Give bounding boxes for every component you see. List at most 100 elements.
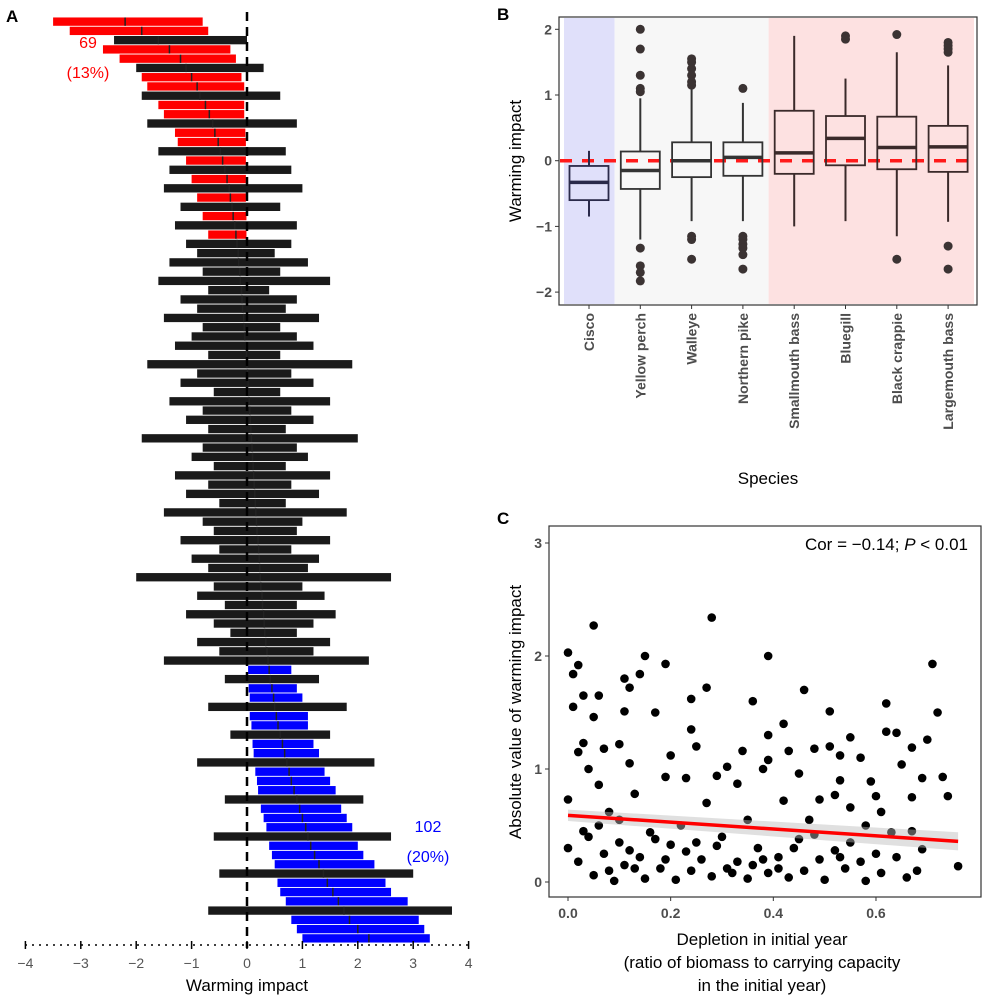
lake-interval <box>269 841 358 850</box>
x-tick-label: 0.4 <box>764 905 784 921</box>
outlier-point <box>687 64 697 74</box>
data-point <box>579 738 588 748</box>
data-point <box>620 707 629 716</box>
outlier-point <box>635 261 645 271</box>
data-point <box>579 826 588 836</box>
lake-interval <box>208 906 452 915</box>
species-label: Cisco <box>581 313 597 351</box>
lake-interval <box>180 202 281 211</box>
x-axis-title-line-3: in the initial year) <box>698 976 827 995</box>
data-point <box>650 708 660 717</box>
data-point <box>686 866 696 875</box>
outlier-point <box>943 47 953 57</box>
lake-interval <box>224 600 297 610</box>
data-point <box>645 827 655 837</box>
data-point <box>923 735 932 744</box>
data-point <box>604 866 614 875</box>
data-point <box>835 751 845 760</box>
species-label: Smallmouth bass <box>786 313 802 429</box>
lake-interval <box>213 526 297 536</box>
x-tick-label: 0.0 <box>558 905 578 921</box>
y-tick-label: 2 <box>534 648 542 664</box>
lake-interval <box>158 147 286 156</box>
data-point <box>784 873 794 882</box>
data-point <box>810 744 819 753</box>
lake-interval <box>186 156 246 165</box>
lake-interval <box>191 452 308 462</box>
lake-interval <box>202 211 247 221</box>
data-point <box>804 815 814 825</box>
outlier-point <box>841 34 850 44</box>
negative-pct-label: (13%) <box>67 65 110 82</box>
x-axis-title: Species <box>738 469 798 488</box>
x-tick-label: 4 <box>465 955 473 971</box>
outlier-point <box>892 30 902 40</box>
lake-interval <box>224 674 320 684</box>
lake-interval <box>296 924 425 934</box>
data-point <box>938 772 948 782</box>
data-point <box>661 659 670 669</box>
outlier-point <box>738 83 748 93</box>
data-point <box>630 864 640 873</box>
lake-interval <box>202 517 303 526</box>
data-point <box>594 821 604 830</box>
lake-interval <box>197 193 246 202</box>
lake-interval <box>213 582 303 591</box>
data-point <box>584 832 593 842</box>
data-point <box>620 674 629 683</box>
data-point <box>650 834 660 844</box>
data-point <box>799 685 809 695</box>
lake-interval <box>213 832 392 841</box>
lake-interval <box>285 897 408 906</box>
data-point <box>568 702 578 712</box>
y-tick-label: −2 <box>536 284 552 300</box>
outlier-point <box>635 70 645 80</box>
data-point <box>573 660 583 670</box>
lake-interval <box>202 267 281 276</box>
lake-interval <box>180 295 297 304</box>
boxplot-northern-pike <box>722 83 764 274</box>
data-point <box>640 874 650 883</box>
lake-interval <box>174 471 331 480</box>
panel-a: A −4 −3 −2 −1 0 1 2 3 4 Warming impact 69 (13%) … <box>6 7 473 995</box>
lake-interval <box>291 915 419 925</box>
data-point <box>779 796 788 805</box>
lake-interval <box>213 461 286 471</box>
data-point <box>630 789 640 799</box>
data-point <box>681 773 691 783</box>
data-point <box>702 683 711 692</box>
lake-interval <box>230 628 297 637</box>
correlation-annotation: Cor = −0.14; P < 0.01 <box>805 535 968 554</box>
data-point <box>702 798 711 808</box>
data-point <box>717 832 727 842</box>
data-point <box>892 852 901 862</box>
data-point <box>779 719 788 729</box>
data-point <box>594 780 604 790</box>
data-point <box>825 742 835 751</box>
data-point <box>912 866 922 875</box>
data-point <box>753 843 763 853</box>
data-point <box>846 733 855 742</box>
x-tick-label: 1 <box>299 955 307 971</box>
x-axis-ticks: −4 −3 −2 −1 0 1 2 3 4 <box>17 941 473 971</box>
data-point <box>712 771 722 781</box>
lake-interval <box>248 684 297 693</box>
y-axis-ticks: 0 1 2 3 <box>534 535 549 890</box>
data-point <box>661 855 670 864</box>
data-point <box>748 696 758 706</box>
outlier-point <box>687 80 697 90</box>
positive-count-label: 102 <box>415 819 442 836</box>
panel-b-label: B <box>497 5 509 24</box>
iqr-box <box>825 115 866 167</box>
data-point <box>789 843 799 853</box>
lake-interval <box>141 91 281 100</box>
species-label: Northern pike <box>735 313 751 404</box>
data-point <box>743 874 752 883</box>
x-tick-label: −3 <box>73 955 89 971</box>
lake-intervals <box>53 17 452 943</box>
data-point <box>733 857 742 866</box>
cor-text: Cor = −0.14; <box>805 535 904 554</box>
data-point <box>897 760 906 769</box>
lake-interval <box>219 498 286 508</box>
